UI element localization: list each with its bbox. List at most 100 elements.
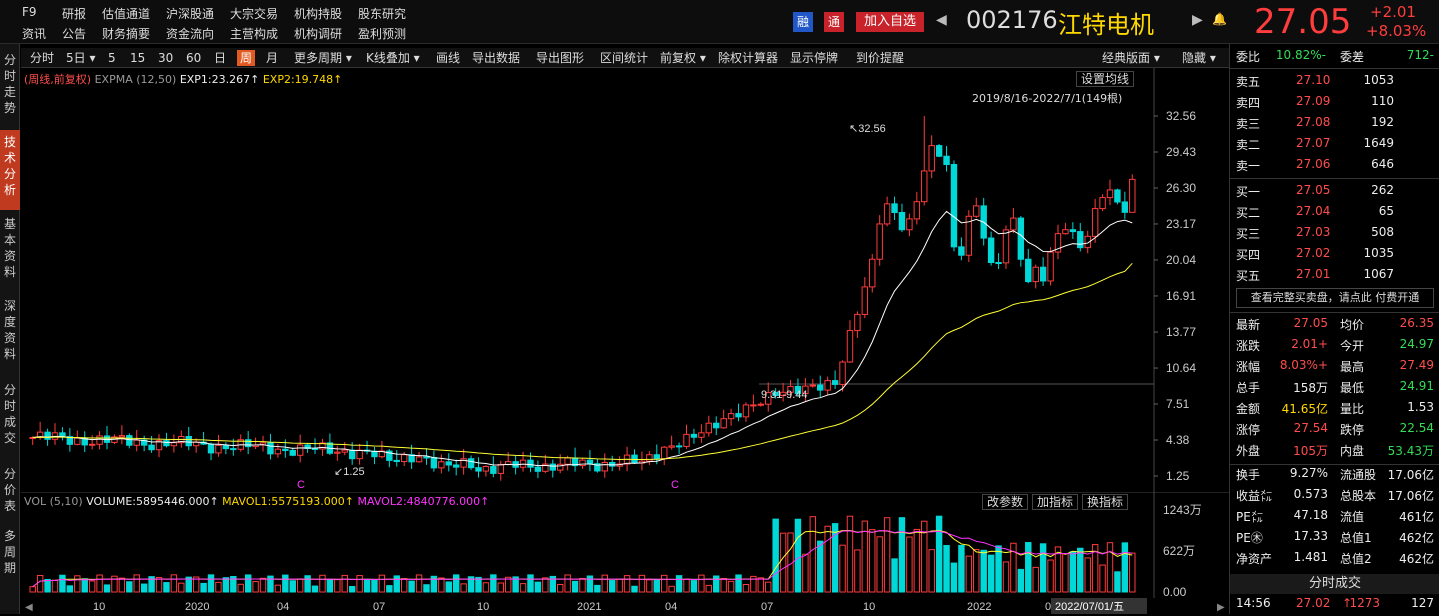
volume-bar — [571, 580, 579, 593]
toolbar-更多周期[interactable]: 更多周期 ▾ — [294, 51, 352, 65]
side-tab-3[interactable]: 基本资料 — [3, 217, 16, 279]
fund-label: 总股本 — [1340, 489, 1377, 503]
toolbar-画线[interactable]: 画线 — [436, 51, 461, 65]
side-tabs: 分时走势技术分析基本资料深度资料分时成交分价表多周期 — [0, 44, 20, 614]
sell-price: 27.10 — [1296, 73, 1331, 87]
volume-bar — [690, 580, 698, 593]
nav-机构持股[interactable]: 机构持股 — [294, 7, 343, 21]
buy-row[interactable]: 买二 27.04 65 — [1236, 204, 1394, 220]
next-stock-icon[interactable]: ▶ — [1192, 12, 1203, 28]
side-tab-2[interactable]: 技术分析 — [0, 130, 20, 210]
toolbar-前复权[interactable]: 前复权 ▾ — [660, 51, 706, 65]
alert-icon[interactable]: 🔔 — [1212, 12, 1227, 26]
toolbar-到价提醒[interactable]: 到价提醒 — [856, 51, 905, 65]
toolbar-60[interactable]: 60 — [186, 51, 202, 65]
volume-bar — [1039, 543, 1047, 593]
vol-button-3[interactable]: 换指标 — [1082, 494, 1128, 510]
ma-settings-button[interactable]: 设置均线 — [1076, 71, 1135, 87]
toolbar-分时[interactable]: 分时 — [30, 51, 55, 65]
candle-body — [601, 461, 609, 472]
vol-title[interactable]: VOL (5,10) — [24, 495, 83, 508]
scroll-left-icon[interactable]: ◀ — [25, 602, 33, 613]
buy-row[interactable]: 买三 27.03 508 — [1236, 225, 1394, 241]
candle-body — [185, 435, 192, 447]
toolbar-5[interactable]: 5 — [108, 51, 116, 65]
toolbar-显示停牌[interactable]: 显示停牌 — [790, 51, 839, 65]
event-marker-c[interactable]: C — [297, 479, 305, 491]
nav-F9[interactable]: F9 — [22, 5, 37, 19]
candle-body — [586, 459, 594, 465]
date-axis: 10 2020 04 07 10 2021 04 07 10 2022 0 2022/07/01/五 ◀… — [25, 598, 1225, 614]
candle-body — [244, 439, 252, 448]
volume-bar — [1084, 557, 1091, 593]
side-tab-1[interactable]: 分时走势 — [3, 53, 16, 115]
indicator-name[interactable]: EXPMA (12,50) — [94, 73, 177, 86]
candle-body — [371, 450, 378, 458]
toolbar-导出数据[interactable]: 导出数据 — [472, 51, 521, 65]
nav-估值通道[interactable]: 估值通道 — [102, 7, 151, 21]
toolbar-周[interactable]: 周 — [237, 50, 256, 66]
add-watchlist-button[interactable]: 加入自选 — [856, 12, 924, 32]
candlestick-chart[interactable]: 32.56 29.43 26.30 23.17 20.04 16.91 13.77 10.64… — [21, 68, 1229, 492]
side-tab-4[interactable]: 深度资料 — [3, 299, 16, 361]
volume-bar — [898, 517, 906, 593]
tong-badge[interactable]: 通 — [824, 12, 844, 32]
toolbar-30[interactable]: 30 — [158, 51, 174, 65]
side-tab-5[interactable]: 分时成交 — [3, 383, 16, 445]
toolbar-K线叠加[interactable]: K线叠加 ▾ — [366, 51, 420, 65]
buy-row[interactable]: 买一 27.05 262 — [1236, 183, 1394, 199]
toolbar-日[interactable]: 日 — [214, 51, 227, 65]
event-marker-c[interactable]: C — [671, 479, 679, 491]
candle-body — [690, 433, 698, 438]
volume-chart[interactable]: 1243万 622万 0.00 — [21, 492, 1229, 598]
nav-财务摘要[interactable]: 财务摘要 — [102, 27, 151, 41]
indicator-header: (周线,前复权) EXPMA (12,50) EXP1:23.267↑ EXP2… — [24, 71, 342, 87]
volume-bar — [527, 574, 534, 593]
candle-body — [393, 459, 400, 463]
nav-大宗交易[interactable]: 大宗交易 — [230, 7, 279, 21]
toolbar-15[interactable]: 15 — [130, 51, 146, 65]
candle-body — [698, 432, 705, 438]
date-tick-label: 10 — [93, 601, 105, 613]
toolbar-区间统计[interactable]: 区间统计 — [600, 51, 649, 65]
volume-bar — [772, 518, 779, 593]
sell-row[interactable]: 卖一 27.06 646 — [1236, 157, 1394, 173]
toolbar-月[interactable]: 月 — [266, 51, 279, 65]
nav-股东研究[interactable]: 股东研究 — [358, 7, 407, 21]
nav-资讯[interactable]: 资讯 — [22, 27, 47, 41]
volume-bar — [891, 558, 898, 593]
nav-主营构成[interactable]: 主营构成 — [230, 27, 279, 41]
hide-button[interactable]: 隐藏 ▾ — [1182, 51, 1216, 65]
side-tab-7[interactable]: 多周期 — [3, 529, 16, 575]
prev-stock-icon[interactable]: ◀ — [936, 12, 947, 28]
buy-row[interactable]: 买五 27.01 1067 — [1236, 267, 1394, 283]
candle-body — [74, 437, 81, 445]
chart-toolbar: 分时 5日 ▾ 5 15 30 60 日周月 更多周期 ▾ K线叠加 ▾ 画线 导出数据 导出图形 区间… — [21, 48, 1229, 68]
rong-badge[interactable]: 融 — [793, 12, 813, 32]
trades-title[interactable]: 分时成交 — [1230, 574, 1439, 594]
nav-公告[interactable]: 公告 — [62, 27, 87, 41]
vol-button-1[interactable]: 改参数 — [982, 494, 1028, 510]
layout-select[interactable]: 经典版面 ▾ — [1102, 51, 1160, 65]
buy-row[interactable]: 买四 27.02 1035 — [1236, 246, 1394, 262]
sell-row[interactable]: 卖四 27.09 110 — [1236, 94, 1394, 110]
scroll-right-icon[interactable]: ▶ — [1217, 602, 1225, 613]
nav-资金流向[interactable]: 资金流向 — [166, 27, 215, 41]
stat-label: 最低 — [1340, 381, 1365, 395]
volume-bar — [1129, 552, 1136, 593]
vol-button-2[interactable]: 加指标 — [1032, 494, 1078, 510]
nav-沪深股通[interactable]: 沪深股通 — [166, 7, 215, 21]
toolbar-导出图形[interactable]: 导出图形 — [536, 51, 585, 65]
nav-研报[interactable]: 研报 — [62, 7, 87, 21]
sell-row[interactable]: 卖五 27.10 1053 — [1236, 73, 1394, 89]
toolbar-除权计算器[interactable]: 除权计算器 — [718, 51, 779, 65]
volume-bar — [779, 532, 787, 593]
side-tab-6[interactable]: 分价表 — [3, 467, 16, 513]
full-orderbook-link[interactable]: 查看完整买卖盘，请点此 付费开通 — [1236, 288, 1434, 308]
volume-bar — [698, 574, 705, 593]
nav-机构调研[interactable]: 机构调研 — [294, 27, 343, 41]
toolbar-5日[interactable]: 5日 ▾ — [66, 51, 96, 65]
nav-盈利预测[interactable]: 盈利预测 — [358, 27, 407, 41]
sell-row[interactable]: 卖二 27.07 1649 — [1236, 136, 1394, 152]
sell-row[interactable]: 卖三 27.08 192 — [1236, 115, 1394, 131]
